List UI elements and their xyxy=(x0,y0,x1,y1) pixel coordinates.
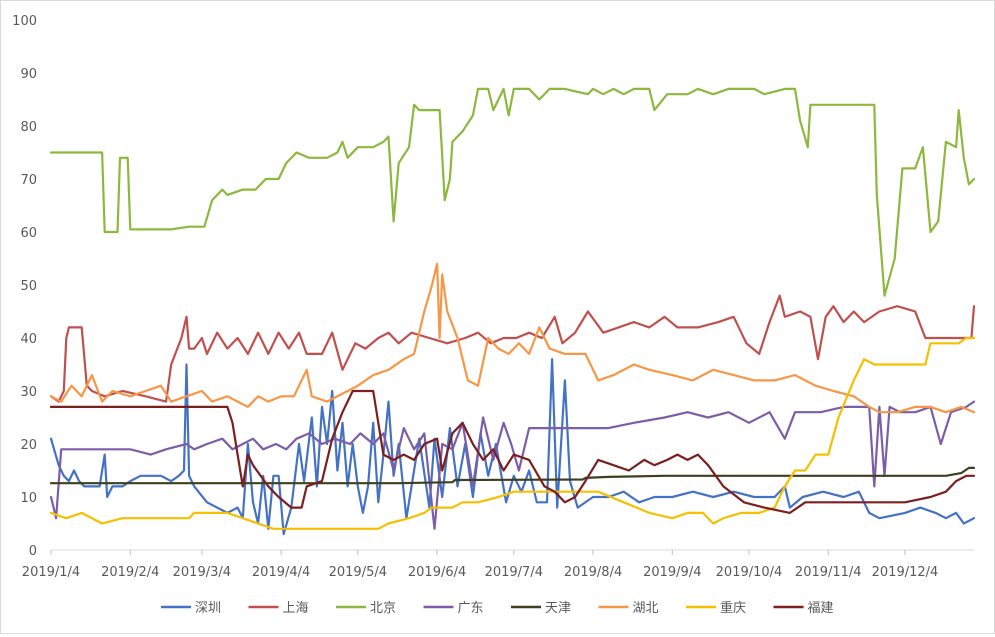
y-tick-label: 100 xyxy=(12,14,37,29)
y-tick-label: 40 xyxy=(20,332,37,347)
y-tick-label: 90 xyxy=(20,67,37,82)
x-tick-label: 2019/12/4 xyxy=(872,565,939,580)
legend-label: 天津 xyxy=(545,601,571,616)
y-tick-label: 0 xyxy=(29,544,37,559)
legend-label: 北京 xyxy=(370,601,396,616)
y-tick-label: 60 xyxy=(20,226,37,241)
series-line-3 xyxy=(49,400,976,530)
x-axis: 2019/1/4 2019/2/4 2019/3/4 2019/4/4 2019/5/4… xyxy=(22,549,974,580)
series-line-7 xyxy=(49,389,976,514)
y-tick-label: 70 xyxy=(20,173,37,188)
y-axis-ticks: 0 10 20 30 40 50 60 70 80 90 100 xyxy=(12,14,37,559)
legend-label: 广东 xyxy=(458,601,484,616)
x-tick-label: 2019/10/4 xyxy=(716,565,783,580)
legend-label: 深圳 xyxy=(195,601,221,616)
legend-label: 福建 xyxy=(808,601,834,616)
series-line-5 xyxy=(49,262,976,414)
y-tick-label: 30 xyxy=(20,385,37,400)
y-tick-label: 20 xyxy=(20,438,37,453)
legend-label: 上海 xyxy=(283,601,309,616)
legend-label: 湖北 xyxy=(633,601,659,616)
x-tick-label: 2019/2/4 xyxy=(101,565,159,580)
series-line-6 xyxy=(49,336,976,530)
x-tick-label: 2019/6/4 xyxy=(408,565,466,580)
x-tick-label: 2019/8/4 xyxy=(564,565,622,580)
x-tick-label: 2019/4/4 xyxy=(252,565,310,580)
series-line-1 xyxy=(49,294,976,403)
x-tick-label: 2019/7/4 xyxy=(485,565,543,580)
series-layer xyxy=(49,87,976,536)
x-tick-label: 2019/9/4 xyxy=(643,565,701,580)
series-line-4 xyxy=(49,466,976,485)
legend-label: 重庆 xyxy=(720,600,746,616)
y-tick-label: 10 xyxy=(20,491,37,506)
x-tick-label: 2019/5/4 xyxy=(329,565,387,580)
x-tick-label: 2019/11/4 xyxy=(795,565,862,580)
y-tick-label: 80 xyxy=(20,120,37,135)
x-tick-label: 2019/3/4 xyxy=(173,565,231,580)
series-line-2 xyxy=(49,87,976,297)
x-tick-label: 2019/1/4 xyxy=(22,565,80,580)
legend: 深圳 上海 北京 广东 天津 湖北 重庆 福建 xyxy=(161,600,834,616)
y-tick-label: 50 xyxy=(20,279,37,294)
